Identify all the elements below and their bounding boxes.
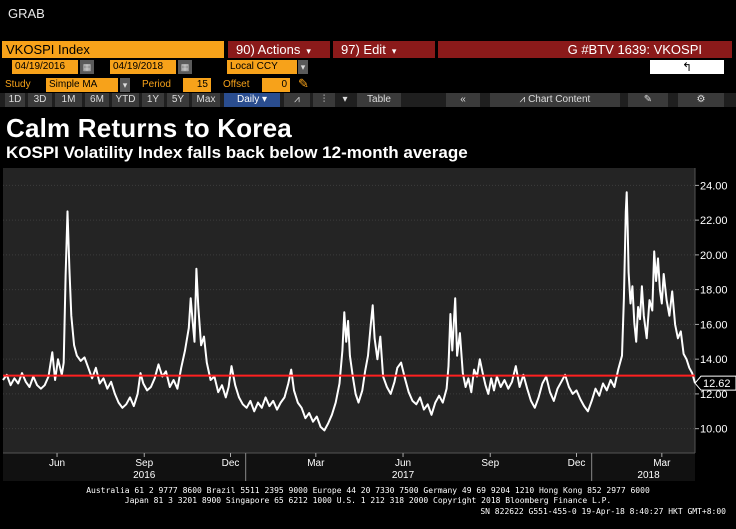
end-date-field[interactable]: 04/19/2018: [110, 60, 176, 74]
plot-background: [3, 168, 695, 453]
range-5y[interactable]: 5Y: [167, 93, 189, 107]
range-1y[interactable]: 1Y: [142, 93, 164, 107]
x-axis-band: [3, 453, 695, 481]
calendar-icon[interactable]: ▦: [178, 60, 192, 74]
start-date-field[interactable]: 04/19/2016: [12, 60, 78, 74]
y-tick-label: 20.00: [700, 250, 728, 262]
footer-copyright: Japan 81 3 3201 8900 Singapore 65 6212 1…: [124, 496, 612, 505]
y-tick-label: 22.00: [700, 215, 728, 227]
last-value-marker: [694, 375, 736, 391]
last-value-label: 12.62: [703, 378, 731, 390]
range-max[interactable]: Max: [192, 93, 220, 107]
x-tick-label: Sep: [481, 458, 499, 469]
chevron-down-icon[interactable]: ▾: [298, 60, 308, 74]
chart-content-icon: ⩘: [519, 94, 529, 105]
y-tick-label: 14.00: [700, 354, 728, 366]
y-tick-label: 12.00: [700, 389, 728, 401]
x-tick-label: Sep: [135, 458, 153, 469]
frequency-select[interactable]: Daily ▾: [224, 93, 280, 107]
edit-icon[interactable]: ✎: [628, 93, 668, 107]
period-field[interactable]: 15: [183, 78, 211, 92]
x-tick-label: Jun: [49, 458, 65, 469]
chevron-down-icon: ▾: [391, 46, 397, 56]
footer-contacts: Australia 61 2 9777 8600 Brazil 5511 239…: [86, 486, 650, 495]
year-label: 2018: [637, 470, 660, 481]
range-3d[interactable]: 3D: [28, 93, 52, 107]
x-tick-label: Mar: [653, 458, 671, 469]
year-label: 2016: [133, 470, 156, 481]
calendar-icon[interactable]: ▦: [80, 60, 94, 74]
study-select[interactable]: Simple MA: [46, 78, 118, 92]
x-tick-label: Mar: [307, 458, 325, 469]
range-1d[interactable]: 1D: [5, 93, 25, 107]
gear-icon[interactable]: ⚙: [678, 93, 724, 107]
offset-label: Offset: [223, 79, 250, 90]
bar-chart-icon[interactable]: ⫶: [313, 93, 335, 107]
volatility-line-chart: 24.00 22.00 20.00 18.00 16.00 14.00 12.00 10.00…: [2, 168, 736, 481]
actions-label: 90) Actions: [236, 42, 301, 57]
back-arrow-icon[interactable]: ↰: [650, 60, 724, 74]
range-1m[interactable]: 1M: [55, 93, 82, 107]
actions-menu[interactable]: 90) Actions ▾: [228, 41, 330, 58]
x-tick-label: Dec: [568, 458, 586, 469]
chevron-down-icon[interactable]: ▾: [120, 78, 130, 92]
pencil-icon[interactable]: ✎: [298, 76, 309, 91]
table-button[interactable]: Table: [357, 93, 401, 107]
currency-select[interactable]: Local CCY: [227, 60, 297, 74]
range-ytd[interactable]: YTD: [112, 93, 139, 107]
chevron-down-icon[interactable]: ▾: [342, 94, 348, 105]
line-chart-icon[interactable]: ⩘: [284, 93, 310, 107]
vkospi-series-line: [2, 191, 696, 432]
footer-session-info: SN 822622 G551-455-0 19-Apr-18 8:40:27 H…: [480, 507, 726, 516]
chevron-down-icon: ▾: [306, 46, 311, 56]
chart-content-label: Chart Content: [528, 94, 591, 105]
chart-code-label: G #BTV 1639: VKOSPI: [438, 41, 732, 58]
y-tick-label: 10.00: [700, 424, 728, 436]
period-label: Period: [142, 79, 171, 90]
y-tick-label: 18.00: [700, 285, 728, 297]
chart-content-button[interactable]: ⩘ Chart Content: [490, 93, 620, 107]
grab-label: GRAB: [8, 6, 45, 21]
chart-title: Calm Returns to Korea: [6, 113, 292, 143]
offset-field[interactable]: 0: [262, 78, 290, 92]
range-6m[interactable]: 6M: [85, 93, 109, 107]
edit-menu[interactable]: 97) Edit ▾: [333, 41, 435, 58]
x-tick-label: Jun: [395, 458, 411, 469]
ticker-field[interactable]: VKOSPI Index: [2, 41, 224, 58]
chart-subtitle: KOSPI Volatility Index falls back below …: [6, 143, 468, 162]
year-label: 2017: [392, 470, 415, 481]
edit-label: 97) Edit: [341, 42, 386, 57]
y-tick-label: 16.00: [700, 319, 728, 331]
study-label: Study: [5, 79, 31, 90]
collapse-icon[interactable]: «: [446, 93, 480, 107]
y-tick-label: 24.00: [700, 180, 728, 192]
frequency-label: Daily: [236, 94, 260, 105]
x-tick-label: Dec: [222, 458, 240, 469]
